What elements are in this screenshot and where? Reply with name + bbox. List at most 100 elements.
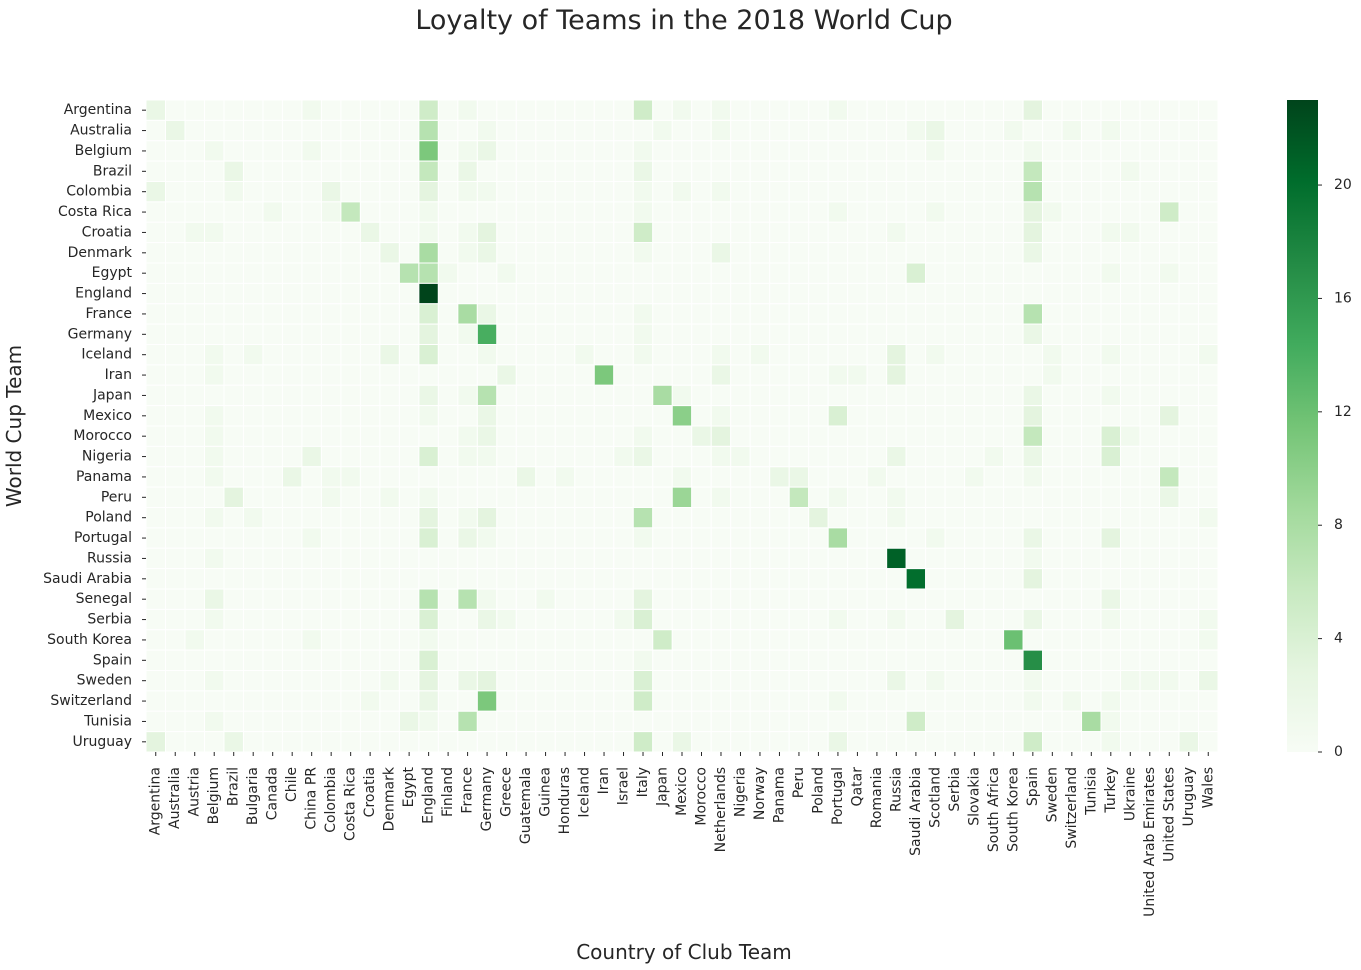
heatmap-cell (574, 649, 595, 671)
x-tick-label: United States (1161, 767, 1177, 862)
heatmap-cell (827, 384, 849, 407)
x-tick-label: Norway (752, 767, 768, 820)
x-tick-label: Honduras (557, 767, 573, 834)
heatmap-cell (379, 608, 400, 631)
heatmap-cell (944, 486, 966, 508)
heatmap-cell (242, 527, 264, 549)
heatmap-cell (769, 466, 790, 488)
heatmap-cell (223, 364, 244, 386)
heatmap-cell (203, 629, 225, 651)
heatmap-cell (905, 710, 927, 733)
x-tick-label: Bulgaria (245, 767, 261, 825)
heatmap-cell (769, 262, 790, 284)
heatmap-cell (1022, 445, 1044, 468)
heatmap-cell (437, 181, 459, 203)
heatmap-cell (1178, 731, 1200, 753)
heatmap-cell (1139, 262, 1161, 284)
heatmap-cell (1081, 445, 1102, 468)
heatmap-cell (418, 507, 439, 529)
heatmap-cell (301, 608, 322, 631)
heatmap-cell (788, 588, 810, 610)
heatmap-cell (320, 384, 342, 407)
heatmap-cell (418, 160, 439, 182)
heatmap-cell (710, 527, 732, 549)
heatmap-cell (808, 608, 829, 631)
heatmap-cell (203, 466, 225, 488)
heatmap-cell (769, 486, 790, 508)
heatmap-cell (1022, 527, 1044, 549)
heatmap-cell (1100, 547, 1122, 570)
heatmap-cell (223, 425, 244, 447)
heatmap-cell (652, 649, 673, 671)
heatmap-cell (320, 710, 342, 733)
heatmap-cell (671, 303, 693, 325)
y-tick-label: Portugal (74, 530, 132, 546)
heatmap-cell (359, 405, 381, 427)
heatmap-cell (164, 384, 186, 407)
heatmap-cell (769, 201, 790, 223)
heatmap-cell (476, 99, 498, 121)
heatmap-cell (1178, 629, 1200, 651)
heatmap-cell (1100, 690, 1122, 712)
heatmap-cell (808, 201, 829, 223)
heatmap-cell (593, 649, 615, 671)
heatmap-cell (983, 262, 1005, 284)
heatmap-cell (262, 670, 283, 692)
heatmap-cell (418, 629, 439, 651)
heatmap-cell (710, 242, 732, 264)
heatmap-cell (593, 364, 615, 386)
heatmap-cell (1159, 344, 1180, 366)
heatmap-cell (944, 608, 966, 631)
heatmap-cell (359, 99, 381, 121)
heatmap-cell (886, 282, 907, 305)
heatmap-cell (925, 649, 946, 671)
heatmap-cell (554, 466, 576, 488)
heatmap-cell (496, 568, 517, 590)
heatmap-cell (827, 527, 849, 549)
heatmap-cell (847, 425, 868, 447)
heatmap-cell (398, 140, 420, 162)
heatmap-cell (847, 262, 868, 284)
heatmap-cell (379, 160, 400, 182)
heatmap-cell (1042, 405, 1063, 427)
heatmap-cell (905, 588, 927, 610)
heatmap-cell (184, 710, 205, 733)
heatmap-cell (1003, 670, 1024, 692)
heatmap-cell (1178, 527, 1200, 549)
heatmap-cell (496, 486, 517, 508)
heatmap-cell (671, 99, 693, 121)
heatmap-cell (1100, 710, 1122, 733)
heatmap-cell (515, 364, 537, 386)
heatmap-cell (1198, 303, 1219, 325)
heatmap-cell (398, 384, 420, 407)
heatmap-cell (242, 649, 264, 671)
heatmap-cell (164, 282, 186, 305)
heatmap-cell (925, 140, 946, 162)
heatmap-cell (340, 690, 361, 712)
x-tick-label: Saudi Arabia (908, 767, 924, 856)
heatmap-cell (418, 181, 439, 203)
heatmap-cell (1178, 507, 1200, 529)
heatmap-cell (398, 466, 420, 488)
heatmap-cell (1159, 303, 1180, 325)
heatmap-cell (145, 384, 166, 407)
heatmap-cell (944, 568, 966, 590)
heatmap-cell (944, 119, 966, 142)
heatmap-cell (535, 140, 556, 162)
heatmap-cell (496, 181, 517, 203)
heatmap-cell (905, 527, 927, 549)
heatmap-cell (398, 303, 420, 325)
heatmap-cell (379, 140, 400, 162)
heatmap-cell (262, 221, 283, 244)
heatmap-cell (730, 527, 751, 549)
heatmap-cell (769, 140, 790, 162)
y-tick-label: Germany (68, 326, 132, 342)
heatmap-cell (905, 629, 927, 651)
heatmap-cell (1178, 649, 1200, 671)
x-tick-label: South Korea (1005, 767, 1021, 852)
heatmap-cell (145, 242, 166, 264)
heatmap-cell (203, 588, 225, 610)
heatmap-cell (964, 303, 985, 325)
heatmap-cell (535, 344, 556, 366)
x-tick-label: Austria (187, 767, 203, 816)
